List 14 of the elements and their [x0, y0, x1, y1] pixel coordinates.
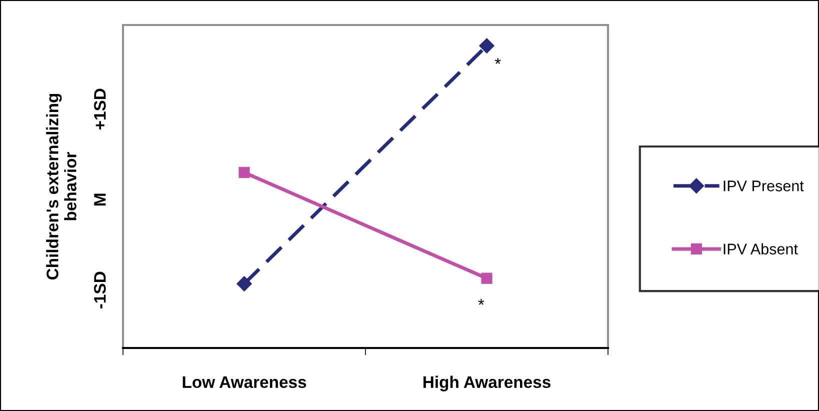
y-tick-label: M: [94, 194, 106, 206]
y-tick-label: -1SD: [94, 272, 106, 308]
annotation: *: [494, 58, 501, 64]
annotation: *: [478, 298, 484, 305]
y-axis-title: Children's externalizing behavior: [46, 94, 76, 280]
x-tick-label: High Awareness: [423, 376, 550, 392]
legend-label: IPV Present: [724, 180, 804, 192]
point: [481, 272, 492, 284]
point: [479, 38, 494, 54]
x-tick-label: Low Awareness: [182, 376, 306, 388]
legend-label: IPV Absent: [724, 243, 798, 254]
point: [238, 166, 250, 178]
y-tick-label: +1SD: [94, 88, 106, 130]
point: [236, 276, 252, 292]
